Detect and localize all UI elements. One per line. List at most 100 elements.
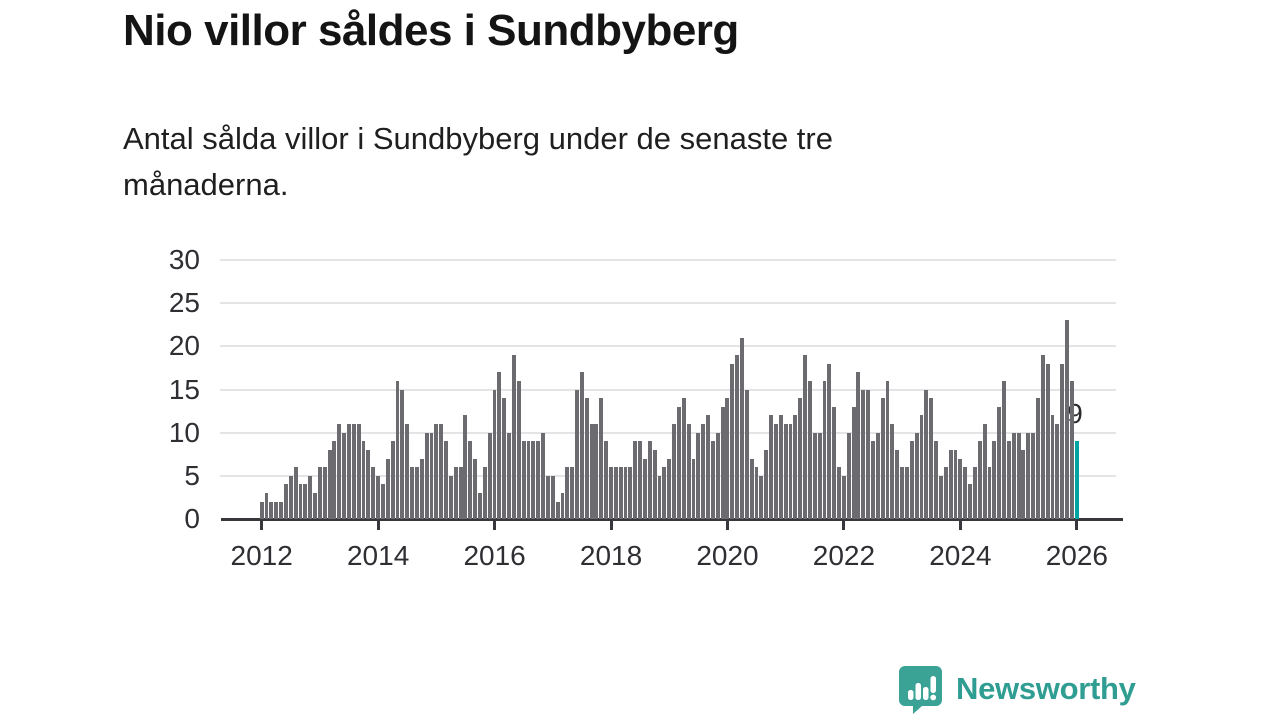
bar [453,467,458,519]
bar [274,501,279,519]
bar [812,432,817,519]
bar [943,467,948,519]
bar [638,441,643,519]
bar [735,354,740,519]
x-axis-line [221,518,1123,521]
gridline-y-20 [220,345,1116,348]
bar [604,441,609,519]
bar [754,467,759,519]
x-axis-label-2024: 2024 [929,540,992,571]
bar [963,467,968,519]
bar [667,458,672,519]
bar [657,475,662,519]
x-axis-tick-2020 [726,521,729,530]
x-axis-tick-2026 [1075,521,1079,530]
bar [366,449,371,519]
bar [686,424,691,519]
bar [992,441,997,519]
bar [643,458,647,519]
bar [478,493,482,519]
bar [613,467,618,519]
bar [871,441,875,519]
bar [861,389,866,519]
bar [555,501,560,519]
bar [769,415,774,519]
bar [521,441,526,519]
bar [880,398,885,519]
gridline-y-10 [220,431,1116,434]
bar [851,406,856,519]
bar [706,415,710,519]
bar [681,398,686,519]
x-axis-label-2012: 2012 [230,540,293,571]
bar [351,424,356,519]
bar [264,493,269,519]
bar [405,424,410,519]
bar [798,398,803,519]
x-axis-label-2022: 2022 [812,540,876,571]
bar [832,406,837,519]
x-axis-label-2020: 2020 [696,540,759,571]
bar [492,389,497,519]
x-axis-tick-2014 [376,521,380,530]
bar [1040,354,1045,519]
bar [1065,320,1070,519]
bar [410,467,414,519]
y-axis-label-20: 20 [168,330,200,362]
bar [347,424,351,519]
bar [1060,363,1065,519]
bar [463,415,468,519]
bar [817,432,822,519]
bar [793,415,798,519]
bar [633,441,638,519]
gridline-y-15 [220,388,1116,391]
bar [570,467,575,519]
bar [497,372,502,519]
bar [1021,449,1026,519]
bar [269,501,274,519]
bar [560,493,565,519]
y-axis-label-10: 10 [168,416,200,448]
gridline-y-30 [220,259,1116,261]
bar [618,467,623,519]
bar [890,424,895,519]
bar [788,424,793,519]
bar [905,467,909,519]
bar [541,432,545,519]
bar [288,475,293,519]
bar [652,449,657,519]
y-axis-label-15: 15 [168,373,200,405]
bar [579,372,584,519]
highlighted-bar [1074,441,1079,519]
bar [448,475,453,519]
bar [1036,398,1040,519]
bar [390,441,395,519]
bar [371,467,376,519]
bar [434,424,439,519]
bar [1069,380,1074,519]
bar [439,424,444,519]
bar [900,467,905,519]
bar [764,449,769,519]
bar [565,467,570,519]
bar [283,484,288,519]
bar [429,432,434,519]
bar [589,424,594,519]
bar [1050,415,1055,519]
bar [356,424,361,519]
bar [502,398,507,519]
bar [924,389,929,519]
bar [841,475,846,519]
bar [997,406,1002,519]
bar [866,389,871,519]
bar [376,475,381,519]
bar [322,467,327,519]
bar [662,467,667,519]
bar [516,380,521,519]
bar [536,441,541,519]
bar [647,441,652,519]
bar [317,467,322,519]
bar [1002,380,1006,519]
bar [419,458,424,519]
